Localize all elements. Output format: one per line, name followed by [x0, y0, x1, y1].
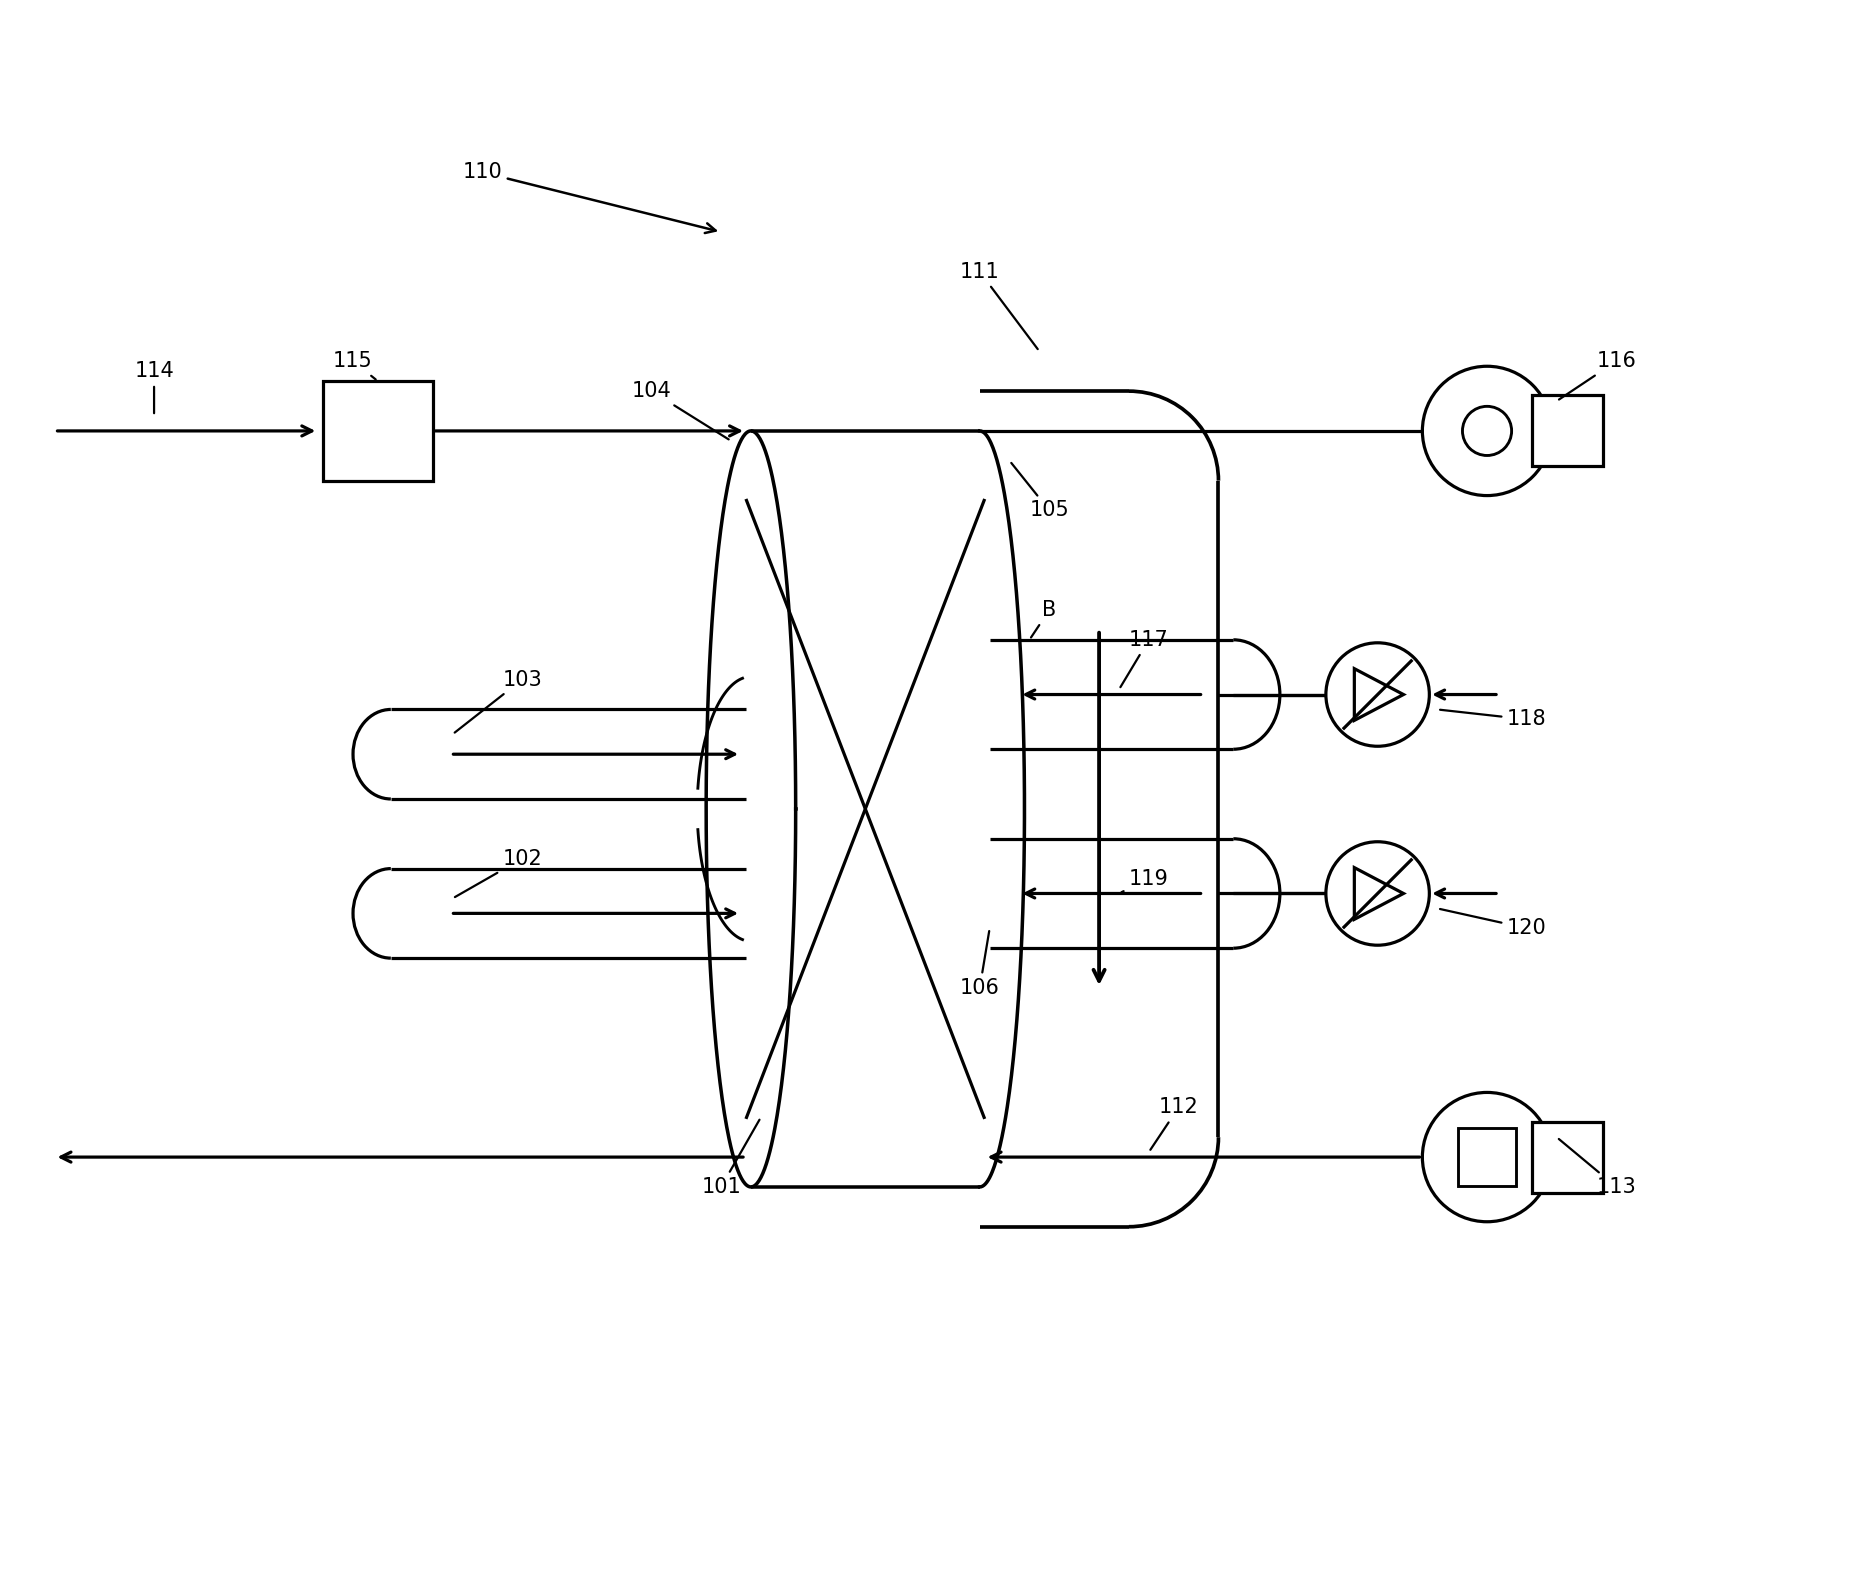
Text: B: B: [1031, 601, 1057, 637]
Bar: [324, 381, 433, 480]
Text: 111: 111: [961, 262, 1038, 350]
Bar: [1459, 1128, 1516, 1185]
Text: 114: 114: [133, 361, 174, 413]
Text: 105: 105: [1011, 462, 1070, 521]
Text: 120: 120: [1440, 909, 1547, 938]
Text: 106: 106: [961, 931, 1000, 998]
Text: 101: 101: [702, 1120, 759, 1197]
Text: 112: 112: [1149, 1098, 1199, 1150]
Text: 119: 119: [1122, 869, 1168, 893]
Text: 117: 117: [1120, 629, 1168, 686]
Bar: [1533, 1122, 1603, 1193]
Circle shape: [1422, 365, 1551, 496]
Text: 110: 110: [463, 162, 716, 234]
Text: 103: 103: [455, 669, 542, 733]
Circle shape: [1325, 644, 1429, 747]
Text: 115: 115: [333, 351, 376, 380]
Text: 113: 113: [1559, 1139, 1636, 1197]
Bar: [1533, 396, 1603, 467]
Text: 102: 102: [455, 849, 542, 898]
Text: 116: 116: [1559, 351, 1636, 399]
Circle shape: [1422, 1092, 1551, 1222]
Circle shape: [1325, 842, 1429, 945]
Circle shape: [1462, 407, 1512, 456]
Text: 118: 118: [1440, 709, 1547, 729]
Text: 104: 104: [631, 381, 729, 440]
